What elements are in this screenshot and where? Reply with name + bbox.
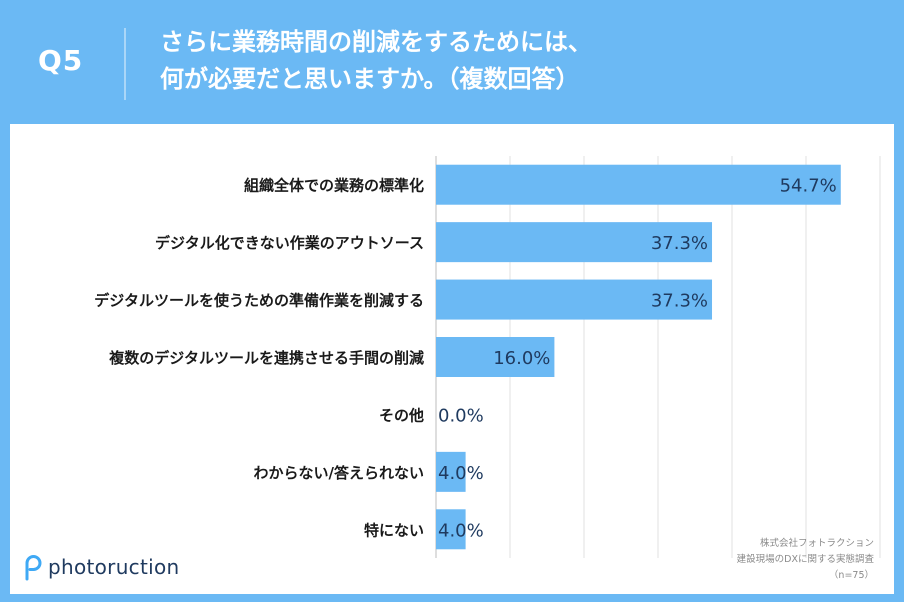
photoruction-p-icon bbox=[25, 555, 42, 581]
value-label: 37.3% bbox=[651, 233, 708, 254]
question-line-2: 何が必要だと思いますか。（複数回答） bbox=[160, 65, 580, 93]
category-label: わからない/答えられない bbox=[254, 464, 424, 482]
category-label: デジタル化できない作業のアウトソース bbox=[155, 234, 424, 252]
value-label: 16.0% bbox=[493, 348, 550, 369]
value-label: 4.0% bbox=[438, 463, 484, 484]
credit-survey-name: 建設現場のDXに関する実態調査 bbox=[736, 554, 874, 565]
bar-chart: 組織全体での業務の標準化 54.7% デジタル化できない作業のアウトソース 37.3%… bbox=[94, 156, 881, 558]
bar bbox=[436, 279, 713, 320]
category-label: 複数のデジタルツールを連携させる手間の削減 bbox=[108, 349, 424, 367]
chart-panel: 組織全体での業務の標準化 54.7% デジタル化できない作業のアウトソース 37.3%… bbox=[10, 124, 894, 594]
credit-sample-size: （n=75） bbox=[828, 570, 874, 581]
header: Q5 さらに業務時間の削減をするためには、 何が必要だと思いますか。（複数回答） bbox=[0, 0, 904, 122]
question-number: Q5 bbox=[38, 44, 84, 77]
value-label: 37.3% bbox=[651, 291, 708, 312]
bar bbox=[436, 164, 841, 205]
category-label: デジタルツールを使うための準備作業を削減する bbox=[94, 292, 424, 310]
bar bbox=[436, 509, 466, 550]
category-label: 特にない bbox=[364, 521, 424, 539]
value-label: 54.7% bbox=[780, 176, 837, 197]
survey-credit: 株式会社フォトラクション 建設現場のDXに関する実態調査 （n=75） bbox=[737, 536, 874, 584]
question-text: さらに業務時間の削減をするためには、 何が必要だと思いますか。（複数回答） bbox=[160, 24, 592, 98]
question-line-1: さらに業務時間の削減をするためには、 bbox=[160, 28, 592, 56]
category-label: 組織全体での業務の標準化 bbox=[244, 177, 424, 195]
logo: photoruction bbox=[24, 553, 180, 581]
bar bbox=[436, 337, 555, 377]
header-divider bbox=[124, 28, 126, 100]
category-label: その他 bbox=[379, 406, 424, 424]
credit-company: 株式会社フォトラクション bbox=[759, 538, 874, 549]
value-label: 0.0% bbox=[438, 405, 484, 426]
logo-text: photoruction bbox=[48, 555, 180, 579]
value-label: 4.0% bbox=[438, 520, 484, 541]
bar bbox=[436, 451, 466, 492]
bar bbox=[436, 222, 713, 263]
